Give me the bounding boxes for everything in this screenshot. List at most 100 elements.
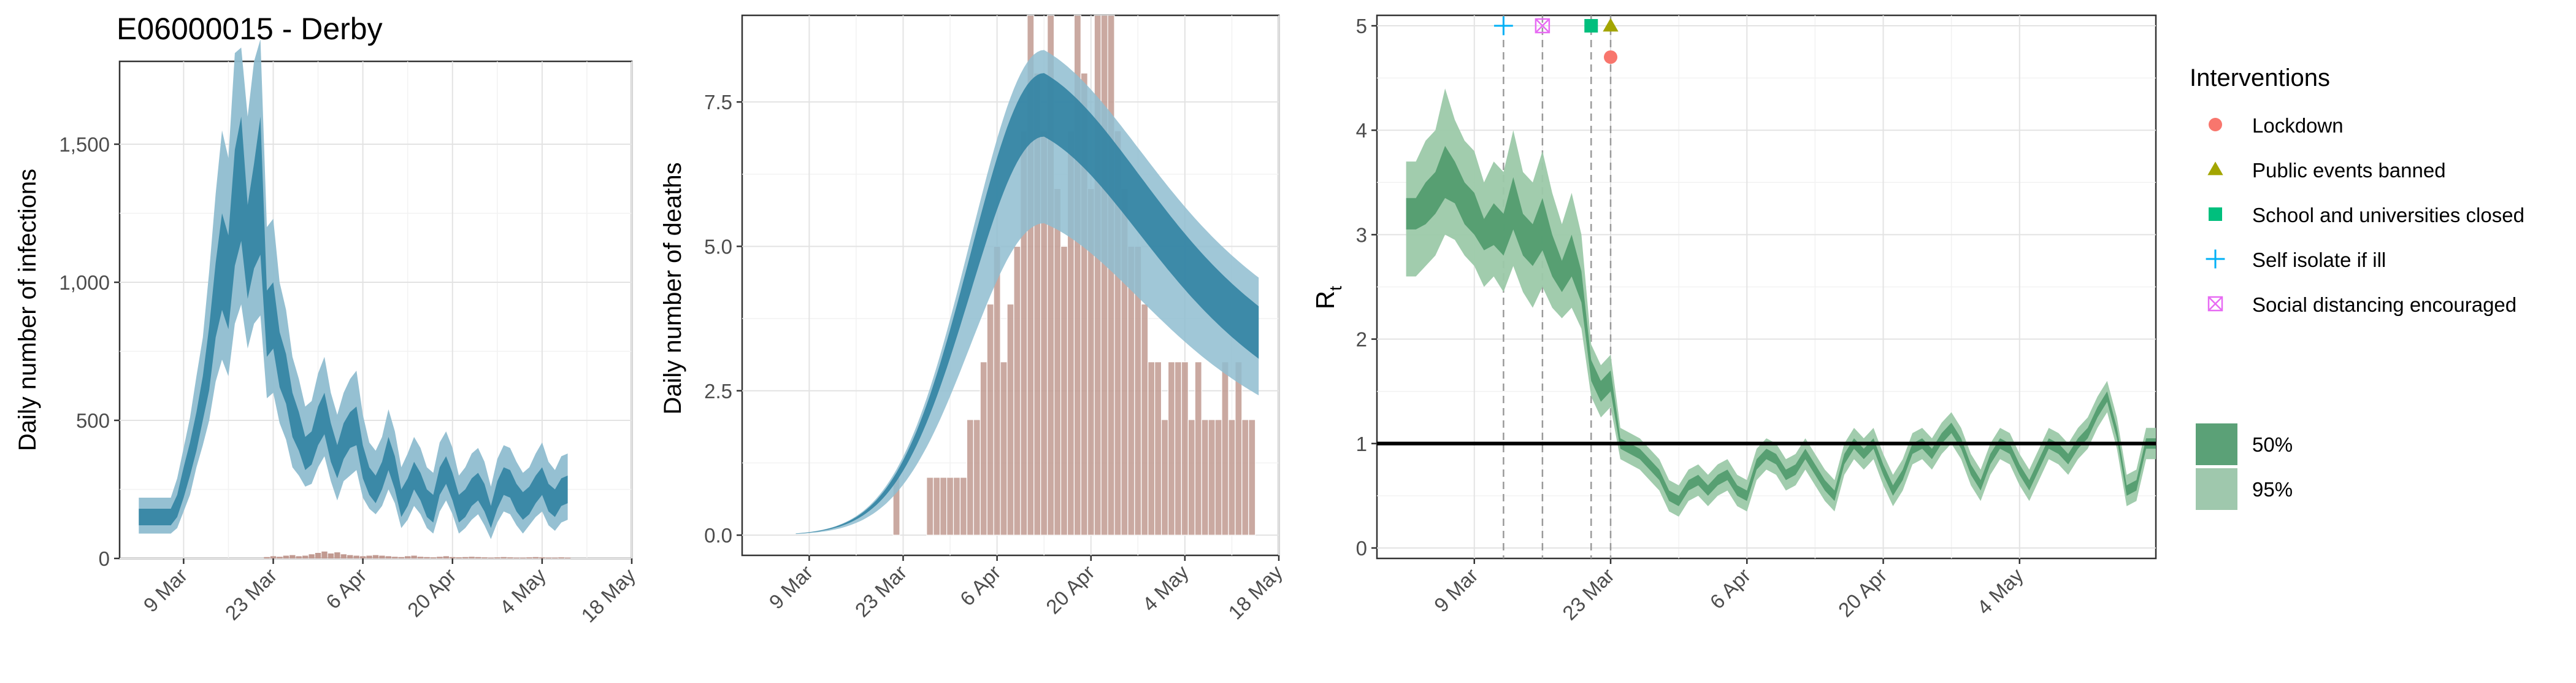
infections-case-bar <box>411 555 417 558</box>
deaths-bar <box>1100 15 1108 536</box>
rt-panel: 0 1 2 3 4 5 9 Mar 23 Mar 6 Apr 20 Apr 4 May Rt <box>1311 14 2157 625</box>
infections-case-bar <box>264 557 270 558</box>
infections-case-bar <box>385 556 392 558</box>
rt-intervention-markers <box>1493 16 1619 64</box>
infections-case-bar <box>443 556 450 558</box>
rt-y-tick-label: 5 <box>1356 15 1367 37</box>
deaths-x-tick-label: 4 May <box>1138 560 1193 615</box>
deaths-bar <box>966 419 974 536</box>
deaths-bar <box>1006 303 1014 536</box>
legend-label-self-isolate-if-ill: Self isolate if ill <box>2252 249 2386 271</box>
rt-x-tick-label: 20 Apr <box>1834 564 1892 622</box>
deaths-y-axis-label: Daily number of deaths <box>659 162 686 414</box>
legend-label-social-distancing-encouraged: Social distancing encouraged <box>2252 293 2517 316</box>
rt-marker-social-distancing-encouraged <box>1535 18 1551 34</box>
infections-x-tick-label: 20 Apr <box>403 564 461 622</box>
infections-case-bar <box>283 555 289 558</box>
infections-panel: 0 500 1,000 1,500 9 Mar 23 Mar 6 Apr 20 Apr 4 Ma… <box>14 39 640 627</box>
deaths-bar <box>1181 361 1189 536</box>
infections-case-bar <box>558 557 564 558</box>
infections-case-bar <box>437 557 443 558</box>
rt-x-tick-label: 6 Apr <box>1706 564 1755 614</box>
legend-marker-public-events-banned <box>2207 161 2223 176</box>
rt-y-tick-label: 2 <box>1356 328 1367 351</box>
infections-case-bar <box>404 556 411 558</box>
infections-case-bar <box>359 556 366 558</box>
deaths-bar <box>933 477 941 536</box>
legend-interval-label: 50% <box>2252 433 2293 456</box>
deaths-bar <box>1154 361 1162 536</box>
deaths-bar <box>1141 303 1149 536</box>
infections-y-axis-label: Daily number of infections <box>14 169 41 451</box>
infections-case-bar <box>366 555 372 558</box>
deaths-bar <box>1228 419 1236 536</box>
deaths-band-50 <box>795 73 1259 534</box>
infections-case-bar <box>379 555 385 558</box>
infections-case-bar <box>398 557 404 558</box>
infections-case-bar <box>277 557 283 558</box>
infections-case-bars <box>264 551 571 558</box>
deaths-bar <box>953 477 961 536</box>
infections-x-tick-label: 9 Mar <box>139 564 192 617</box>
infections-case-bar <box>526 557 532 558</box>
infections-case-bar <box>321 551 328 558</box>
rt-y-axis-label-main: R <box>1311 291 1340 309</box>
deaths-panel: 0.0 2.5 5.0 7.5 9 Mar 23 Mar 6 Apr 20 Apr 4 May 1… <box>659 14 1287 623</box>
legend-swatch-95pct <box>2196 468 2237 510</box>
infections-case-bar <box>353 555 359 558</box>
deaths-bar <box>986 303 994 536</box>
legend-interventions-title: Interventions <box>2190 64 2330 91</box>
figure-title: E06000015 - Derby <box>117 12 383 46</box>
deaths-y-tick-label: 7.5 <box>704 91 732 114</box>
deaths-ribbons <box>795 50 1259 534</box>
deaths-bar <box>1167 361 1176 536</box>
infections-case-bar <box>456 557 462 558</box>
infections-case-bar <box>296 556 302 558</box>
deaths-y-tick-label: 0.0 <box>704 524 732 547</box>
infections-x-tick-label: 6 Apr <box>321 564 371 614</box>
legend-interval-items: 50% 95% <box>2196 423 2293 510</box>
infections-case-bar <box>289 555 296 558</box>
legend: Interventions Lockdown Public events bann… <box>2190 64 2524 510</box>
infections-case-bar <box>475 557 481 558</box>
infections-y-tick-label: 0 <box>99 547 110 570</box>
deaths-bar <box>1053 188 1062 536</box>
rt-marker-self-isolate-if-ill <box>1493 16 1513 36</box>
infections-case-bar <box>270 556 277 558</box>
legend-label-public-events-banned: Public events banned <box>2252 159 2446 182</box>
deaths-bar <box>926 477 934 536</box>
infections-band-50 <box>139 117 568 528</box>
infections-case-bar <box>315 553 321 558</box>
deaths-bar <box>1000 361 1008 536</box>
infections-case-bar <box>424 557 430 558</box>
infections-case-bar <box>469 557 475 558</box>
infections-y-tick-label: 1,500 <box>59 133 110 156</box>
deaths-bar <box>973 419 981 536</box>
rt-marker-school-and-universities-closed <box>1584 19 1598 33</box>
infections-case-bar <box>340 554 347 558</box>
rt-x-tick-label: 4 May <box>1972 563 2028 619</box>
rt-y-axis-label: Rt <box>1311 286 1345 309</box>
deaths-bar <box>1235 361 1243 536</box>
deaths-x-tick-label: 23 Mar <box>851 561 911 622</box>
legend-label-lockdown: Lockdown <box>2252 114 2344 137</box>
infections-case-bar <box>392 557 398 558</box>
legend-swatch-50pct <box>2196 423 2237 465</box>
deaths-bar <box>1148 361 1156 536</box>
deaths-bar <box>1214 419 1222 536</box>
deaths-bar <box>993 245 1001 536</box>
deaths-y-tick-label: 2.5 <box>704 380 732 403</box>
deaths-bar <box>1208 419 1216 536</box>
rt-x-tick-label: 9 Mar <box>1430 564 1482 617</box>
deaths-bar <box>1241 419 1249 536</box>
rt-y-axis-label-sub: t <box>1326 286 1345 291</box>
deaths-x-tick-label: 20 Apr <box>1041 561 1099 619</box>
infections-y-tick-label: 500 <box>76 409 110 432</box>
legend-marker-self-isolate-if-ill <box>2206 249 2225 269</box>
deaths-bar <box>1174 361 1183 536</box>
infections-case-bar <box>417 557 424 558</box>
infections-case-bar <box>309 554 315 558</box>
deaths-bar <box>1094 15 1102 536</box>
legend-label-school-and-universities-closed: School and universities closed <box>2252 204 2524 226</box>
rt-y-tick-label: 0 <box>1356 537 1367 560</box>
